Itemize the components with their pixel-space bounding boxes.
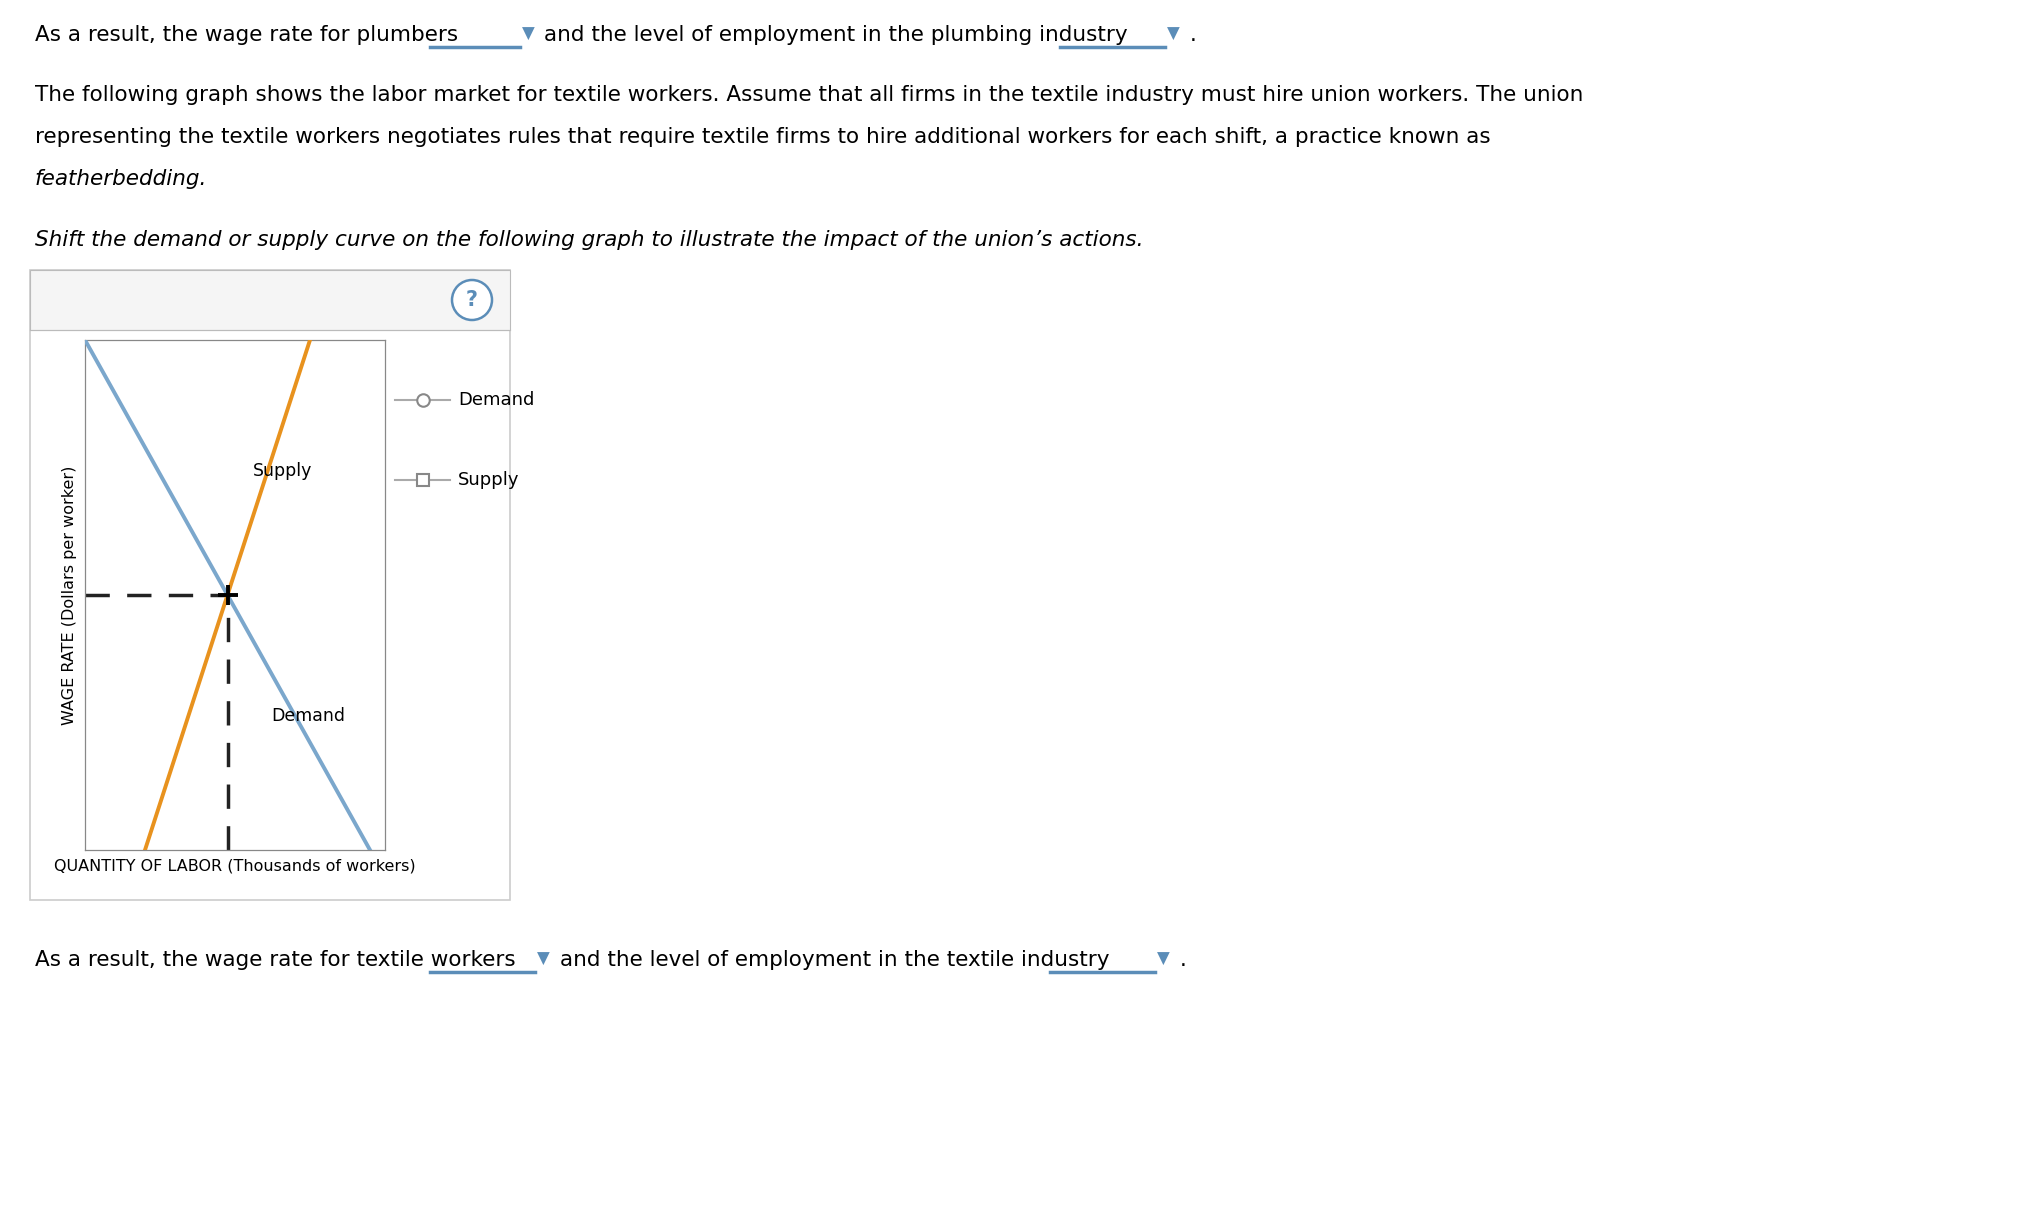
Text: ▼: ▼ — [537, 950, 549, 968]
Text: ?: ? — [467, 290, 479, 310]
Text: Supply: Supply — [459, 471, 519, 490]
Text: ▼: ▼ — [1157, 950, 1170, 968]
Text: Shift the demand or supply curve on the following graph to illustrate the impact: Shift the demand or supply curve on the … — [34, 230, 1143, 250]
Text: ▼: ▼ — [1168, 24, 1180, 43]
X-axis label: QUANTITY OF LABOR (Thousands of workers): QUANTITY OF LABOR (Thousands of workers) — [55, 858, 416, 874]
Circle shape — [452, 280, 493, 319]
Text: The following graph shows the labor market for textile workers. Assume that all : The following graph shows the labor mark… — [34, 84, 1584, 105]
Text: As a result, the wage rate for plumbers: As a result, the wage rate for plumbers — [34, 24, 459, 45]
FancyBboxPatch shape — [30, 271, 509, 330]
Text: .: . — [1180, 950, 1188, 969]
Text: ▼: ▼ — [521, 24, 535, 43]
Text: Demand: Demand — [459, 390, 535, 409]
Text: and the level of employment in the textile industry: and the level of employment in the texti… — [560, 950, 1109, 969]
Text: representing the textile workers negotiates rules that require textile firms to : representing the textile workers negotia… — [34, 127, 1491, 147]
Text: featherbedding.: featherbedding. — [34, 169, 208, 188]
Text: As a result, the wage rate for textile workers: As a result, the wage rate for textile w… — [34, 950, 515, 969]
Text: Demand: Demand — [271, 707, 345, 725]
Y-axis label: WAGE RATE (Dollars per worker): WAGE RATE (Dollars per worker) — [63, 465, 77, 725]
Text: Supply: Supply — [252, 463, 313, 480]
Text: .: . — [1190, 24, 1198, 45]
Text: and the level of employment in the plumbing industry: and the level of employment in the plumb… — [543, 24, 1127, 45]
